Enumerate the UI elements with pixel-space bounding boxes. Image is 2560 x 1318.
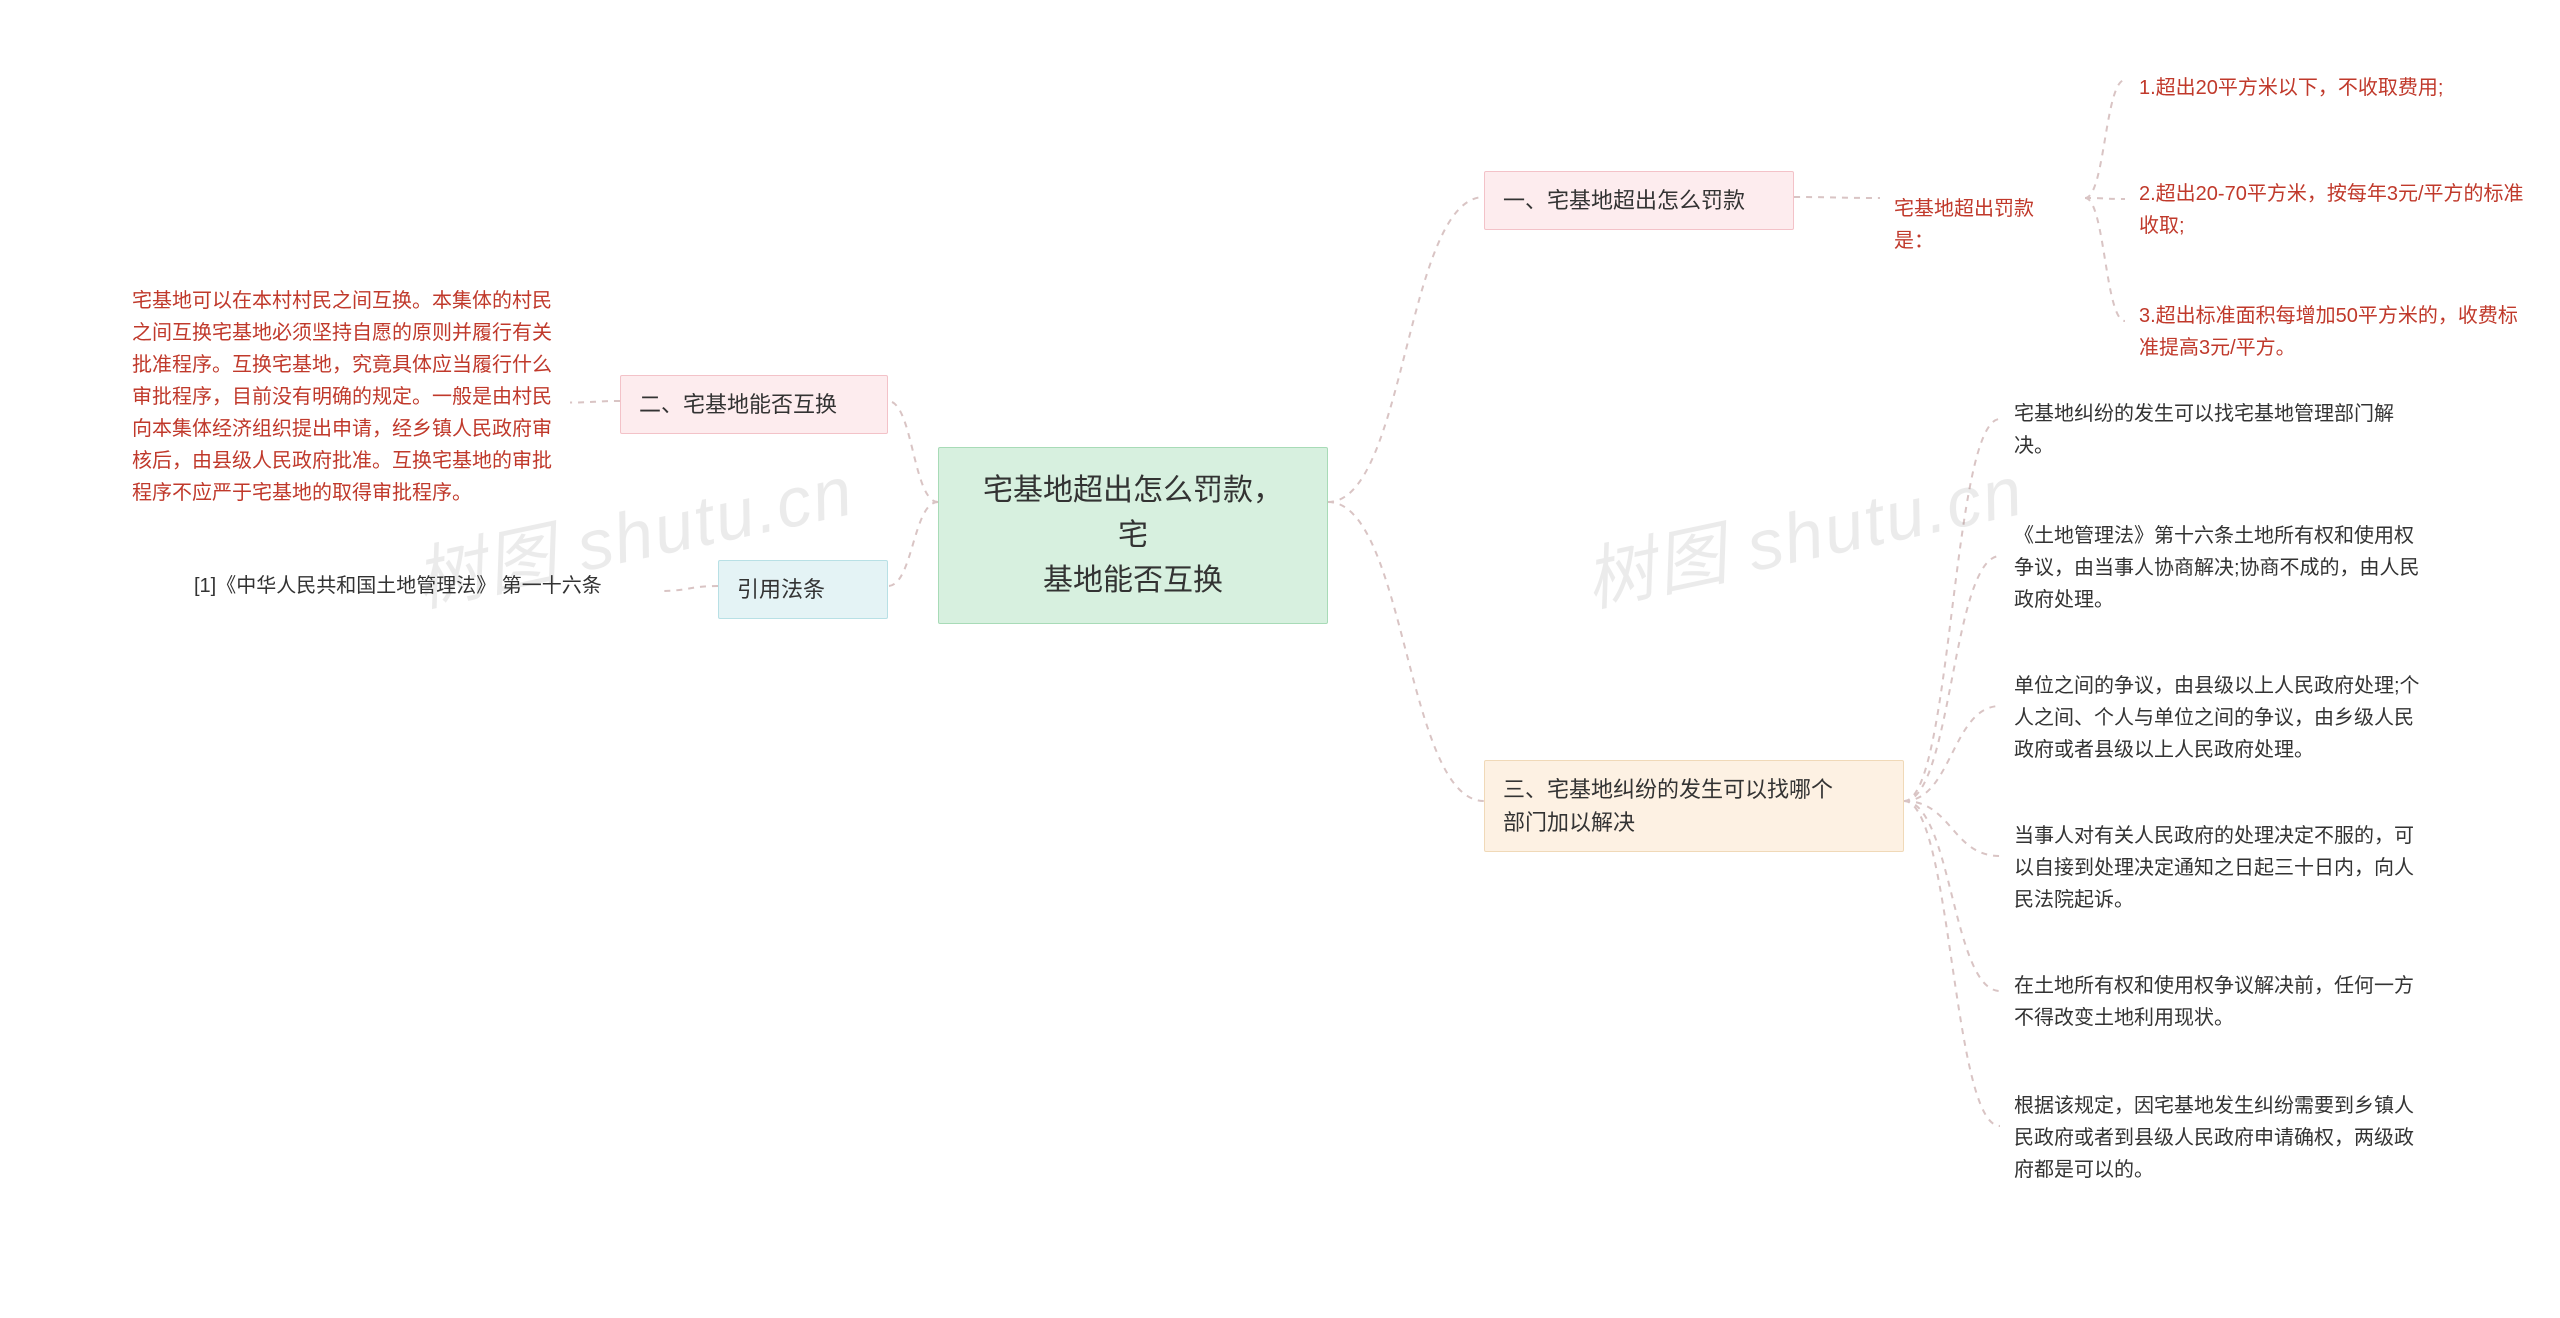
branch-3-label-1: 三、宅基地纠纷的发生可以找哪个	[1503, 777, 1833, 802]
branch-1: 一、宅基地超出怎么罚款	[1484, 171, 1794, 230]
center-title-line1: 宅基地超出怎么罚款，宅	[983, 474, 1283, 552]
branch-1-mid-label: 宅基地超出罚款是：	[1894, 198, 2034, 252]
branch-1-mid: 宅基地超出罚款是：	[1880, 183, 2085, 267]
branch-3-leaf-3: 当事人对有关人民政府的处理决定不服的，可以自接到处理决定通知之日起三十日内，向人…	[2000, 810, 2440, 926]
leaf-text: 1.超出20平方米以下，不收取费用;	[2139, 77, 2443, 99]
mindmap-canvas: 树图 shutu.cn 树图 shutu.cn 宅基地超出怎么罚款，宅 基地能否…	[0, 0, 2560, 1318]
leaf-text: 当事人对有关人民政府的处理决定不服的，可以自接到处理决定通知之日起三十日内，向人…	[2014, 825, 2414, 911]
leaf-text: 单位之间的争议，由县级以上人民政府处理;个人之间、个人与单位之间的争议，由乡级人…	[2014, 675, 2420, 761]
branch-1-leaf-0: 1.超出20平方米以下，不收取费用;	[2125, 62, 2545, 114]
leaf-text: 根据该规定，因宅基地发生纠纷需要到乡镇人民政府或者到县级人民政府申请确权，两级政…	[2014, 1095, 2414, 1181]
branch-1-label: 一、宅基地超出怎么罚款	[1503, 188, 1745, 213]
leaf-text: 《土地管理法》第十六条土地所有权和使用权争议，由当事人协商解决;协商不成的，由人…	[2014, 525, 2420, 611]
leaf-text: 2.超出20-70平方米，按每年3元/平方的标准收取;	[2139, 183, 2524, 237]
branch-2-leaf: 宅基地可以在本村村民之间互换。本集体的村民之间互换宅基地必须坚持自愿的原则并履行…	[118, 275, 570, 519]
branch-3-leaf-4: 在土地所有权和使用权争议解决前，任何一方不得改变土地利用现状。	[2000, 960, 2440, 1044]
branch-3-label-2: 部门加以解决	[1503, 810, 1635, 835]
branch-4: 引用法条	[718, 560, 888, 619]
leaf-text: 宅基地可以在本村村民之间互换。本集体的村民之间互换宅基地必须坚持自愿的原则并履行…	[132, 290, 552, 504]
branch-2-label: 二、宅基地能否互换	[639, 392, 837, 417]
center-node: 宅基地超出怎么罚款，宅 基地能否互换	[938, 447, 1328, 624]
branch-1-leaf-1: 2.超出20-70平方米，按每年3元/平方的标准收取;	[2125, 168, 2545, 252]
branch-3-leaf-2: 单位之间的争议，由县级以上人民政府处理;个人之间、个人与单位之间的争议，由乡级人…	[2000, 660, 2440, 776]
watermark: 树图 shutu.cn	[1574, 435, 2031, 627]
leaf-text: 3.超出标准面积每增加50平方米的，收费标准提高3元/平方。	[2139, 305, 2518, 359]
branch-2: 二、宅基地能否互换	[620, 375, 888, 434]
center-title-line2: 基地能否互换	[1043, 564, 1223, 597]
branch-3-leaf-1: 《土地管理法》第十六条土地所有权和使用权争议，由当事人协商解决;协商不成的，由人…	[2000, 510, 2440, 626]
branch-4-leaf: [1]《中华人民共和国土地管理法》 第一十六条	[180, 560, 660, 612]
branch-1-leaf-2: 3.超出标准面积每增加50平方米的，收费标准提高3元/平方。	[2125, 290, 2545, 374]
leaf-text: [1]《中华人民共和国土地管理法》 第一十六条	[194, 575, 602, 597]
branch-3-leaf-5: 根据该规定，因宅基地发生纠纷需要到乡镇人民政府或者到县级人民政府申请确权，两级政…	[2000, 1080, 2440, 1196]
branch-3: 三、宅基地纠纷的发生可以找哪个 部门加以解决	[1484, 760, 1904, 852]
leaf-text: 宅基地纠纷的发生可以找宅基地管理部门解决。	[2014, 403, 2394, 457]
branch-3-leaf-0: 宅基地纠纷的发生可以找宅基地管理部门解决。	[2000, 388, 2440, 472]
branch-4-label: 引用法条	[737, 577, 825, 602]
leaf-text: 在土地所有权和使用权争议解决前，任何一方不得改变土地利用现状。	[2014, 975, 2414, 1029]
